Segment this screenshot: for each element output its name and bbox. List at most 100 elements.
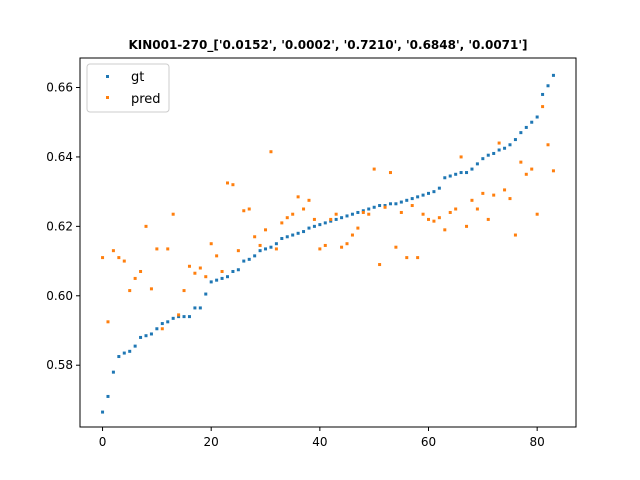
point-gt	[481, 157, 485, 161]
point-pred	[329, 217, 333, 221]
point-pred	[171, 212, 175, 216]
point-pred	[291, 212, 295, 216]
point-gt	[177, 315, 181, 319]
point-pred	[388, 171, 392, 175]
point-gt	[410, 197, 414, 201]
point-gt	[535, 115, 539, 119]
point-pred	[274, 247, 278, 251]
point-gt	[416, 195, 420, 199]
point-gt	[388, 202, 392, 206]
point-pred	[340, 245, 344, 249]
point-gt	[106, 394, 110, 398]
point-gt	[291, 233, 295, 237]
point-pred	[193, 271, 197, 275]
point-pred	[236, 249, 240, 253]
point-pred	[356, 226, 360, 230]
point-pred	[421, 212, 425, 216]
point-gt	[312, 224, 316, 228]
point-pred	[204, 275, 208, 279]
point-pred	[318, 247, 322, 251]
point-gt	[345, 214, 349, 218]
legend-marker-pred	[106, 96, 109, 99]
point-pred	[372, 167, 376, 171]
y-tick-label: 0.64	[46, 150, 73, 164]
point-gt	[296, 231, 300, 235]
point-pred	[258, 243, 262, 247]
point-gt	[247, 257, 251, 261]
point-gt	[524, 125, 528, 129]
point-gt	[470, 167, 474, 171]
point-pred	[416, 256, 420, 260]
point-pred	[535, 212, 539, 216]
point-pred	[209, 242, 213, 246]
point-pred	[378, 263, 382, 267]
point-pred	[133, 276, 137, 280]
point-gt	[340, 216, 344, 220]
point-gt	[465, 171, 469, 175]
point-gt	[236, 268, 240, 272]
point-pred	[323, 243, 327, 247]
x-tick-label: 20	[204, 435, 219, 449]
point-gt	[318, 223, 322, 227]
point-pred	[437, 216, 441, 220]
point-pred	[350, 233, 354, 237]
point-gt	[144, 334, 148, 338]
point-pred	[334, 212, 338, 216]
point-gt	[182, 315, 186, 319]
point-gt	[155, 327, 159, 331]
point-pred	[280, 221, 284, 225]
point-gt	[160, 322, 164, 326]
point-gt	[519, 131, 523, 135]
point-pred	[383, 205, 387, 209]
point-pred	[242, 209, 246, 213]
point-pred	[345, 242, 349, 246]
point-gt	[209, 280, 213, 284]
legend-label-pred: pred	[131, 92, 161, 107]
point-pred	[296, 195, 300, 199]
point-pred	[524, 172, 528, 176]
point-pred	[427, 217, 430, 221]
series-gt	[101, 73, 555, 414]
point-pred	[253, 235, 257, 239]
point-pred	[215, 254, 219, 258]
point-gt	[128, 349, 132, 353]
point-pred	[546, 143, 550, 147]
point-gt	[193, 306, 197, 310]
point-gt	[166, 320, 170, 324]
point-pred	[492, 193, 496, 197]
point-gt	[427, 191, 430, 195]
point-gt	[274, 242, 278, 246]
point-pred	[551, 169, 555, 173]
point-pred	[448, 210, 452, 214]
x-tick-label: 40	[312, 435, 327, 449]
point-pred	[149, 287, 153, 291]
point-gt	[111, 370, 115, 374]
y-tick-label: 0.62	[46, 219, 73, 233]
point-gt	[356, 210, 360, 214]
point-pred	[307, 198, 311, 202]
point-pred	[264, 228, 268, 232]
point-gt	[372, 205, 376, 209]
series-pred	[101, 105, 555, 331]
point-pred	[177, 313, 181, 317]
point-pred	[497, 141, 501, 145]
point-gt	[459, 171, 463, 175]
point-gt	[541, 92, 545, 96]
point-pred	[513, 233, 517, 237]
x-tick-label: 80	[530, 435, 545, 449]
point-gt	[503, 146, 507, 150]
point-pred	[405, 256, 409, 260]
point-pred	[541, 105, 545, 109]
point-gt	[432, 190, 436, 194]
point-pred	[465, 224, 469, 228]
point-gt	[171, 316, 175, 320]
y-tick-label: 0.58	[46, 358, 73, 372]
axis-ticks: 0 20 40 60 80 0.58 0.60 0.62 0.64 0.66	[46, 81, 545, 449]
point-gt	[226, 275, 229, 279]
point-pred	[302, 207, 306, 211]
point-gt	[437, 186, 441, 190]
point-gt	[280, 237, 284, 241]
point-gt	[454, 172, 458, 176]
point-pred	[508, 197, 512, 201]
plot-frame	[79, 57, 577, 428]
